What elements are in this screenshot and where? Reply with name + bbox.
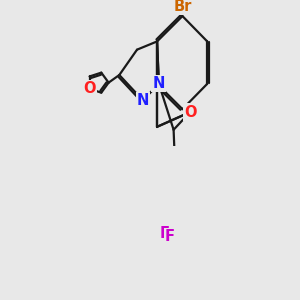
Text: N: N (153, 76, 165, 91)
Text: O: O (83, 81, 96, 96)
Text: N: N (137, 93, 149, 108)
Text: F: F (165, 229, 175, 244)
Text: Br: Br (173, 0, 192, 14)
Text: O: O (184, 105, 197, 120)
Text: F: F (160, 226, 170, 241)
